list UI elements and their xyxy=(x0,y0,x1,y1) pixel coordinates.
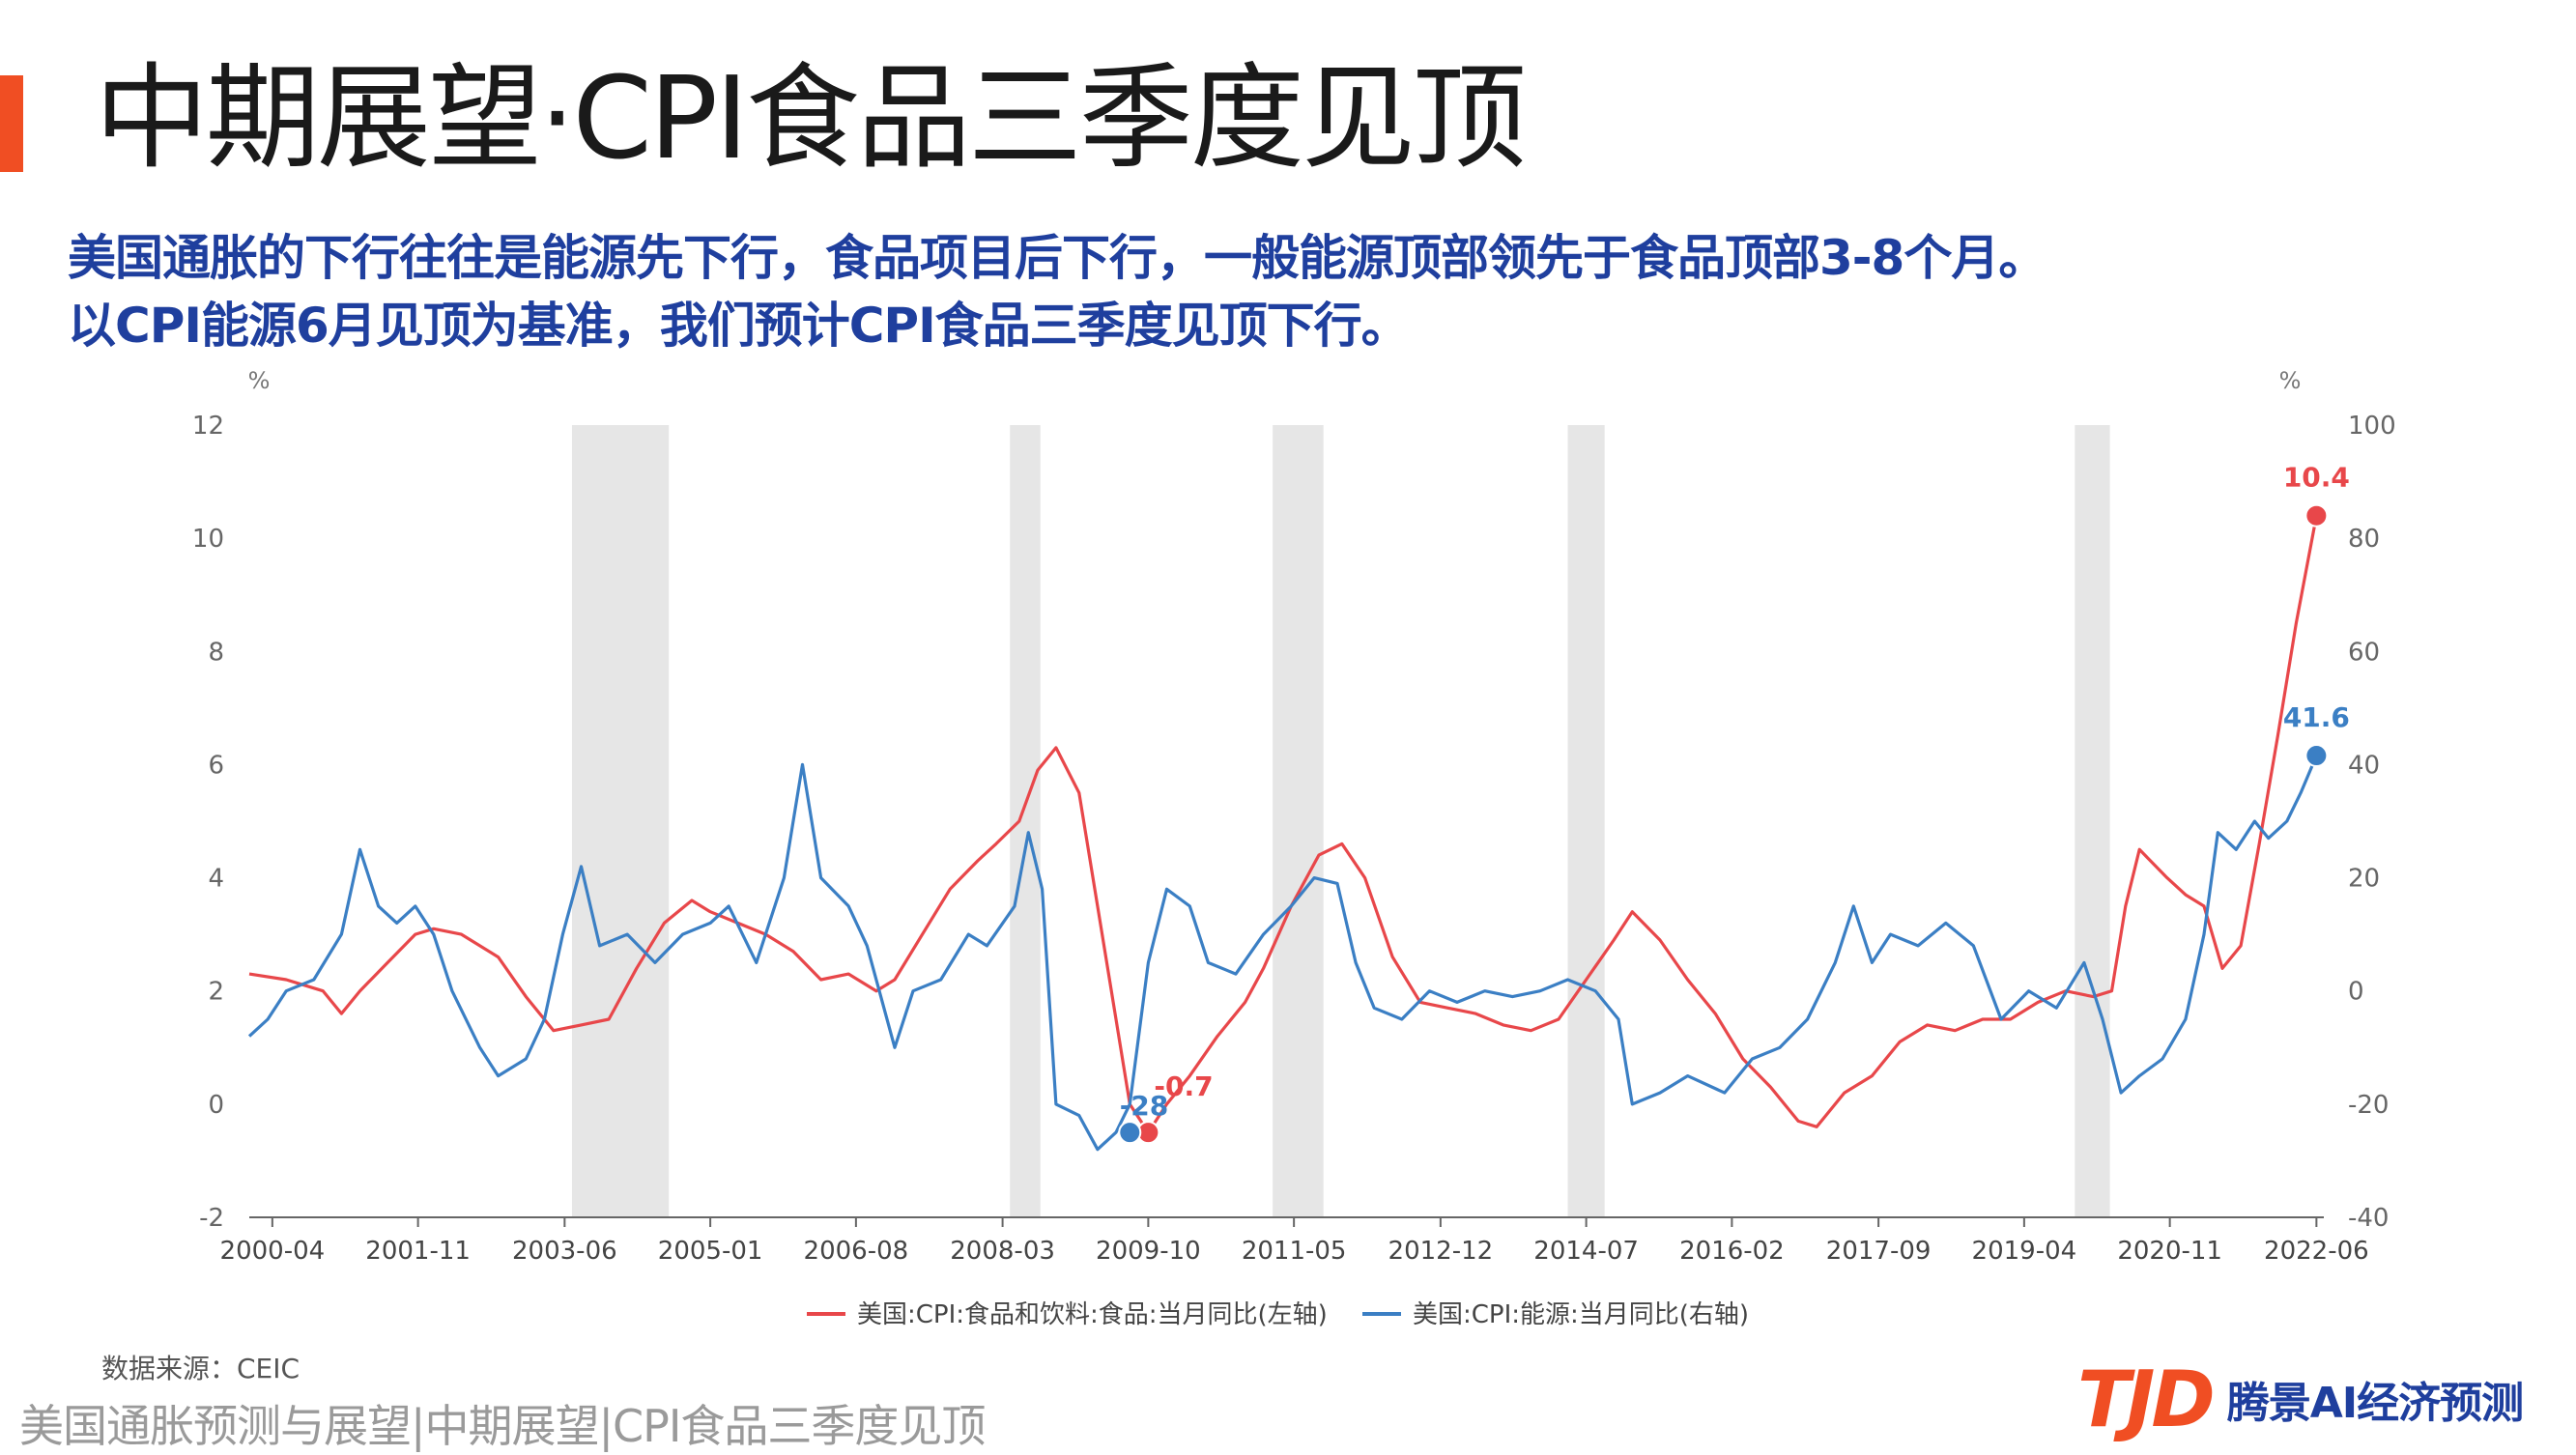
x-axis-tick-label: 2012-12 xyxy=(1388,1237,1494,1266)
right-axis-unit: % xyxy=(2279,367,2302,394)
left-axis-tick-label: 2 xyxy=(208,978,224,1007)
left-axis-tick-label: 6 xyxy=(208,751,224,780)
legend-label: 美国:CPI:能源:当月同比(右轴) xyxy=(1413,1300,1749,1329)
subtitle-line-2: 以CPI能源6月见顶为基准，我们预计CPI食品三季度见顶下行。 xyxy=(68,298,1410,354)
x-axis-tick-label: 2019-04 xyxy=(1972,1237,2077,1266)
energy-peak-marker xyxy=(1118,1121,1142,1145)
footer-breadcrumb: 美国通胀预测与展望|中期展望|CPI食品三季度见顶 xyxy=(19,1400,986,1452)
data-source: 数据来源：CEIC xyxy=(101,1353,301,1384)
x-axis-tick-label: 2022-06 xyxy=(2264,1237,2369,1266)
right-axis-tick-label: 0 xyxy=(2348,978,2364,1007)
left-axis-unit: % xyxy=(248,367,271,394)
subtitle: 美国通胀的下行往往是能源先下行，食品项目后下行，一般能源顶部领先于食品顶部3-8… xyxy=(68,224,2046,359)
x-axis-tick-label: 2003-06 xyxy=(512,1237,617,1266)
x-axis-tick-label: 2014-07 xyxy=(1533,1237,1639,1266)
x-axis-tick-label: 2001-11 xyxy=(365,1237,471,1266)
data-label: 41.6 xyxy=(2283,701,2350,733)
right-axis-tick-label: -40 xyxy=(2348,1204,2389,1233)
recession-band xyxy=(1010,425,1041,1217)
food-peak-marker xyxy=(2304,503,2329,528)
right-axis-tick-label: 80 xyxy=(2348,525,2380,554)
energy-cpi-line xyxy=(247,755,2318,1152)
subtitle-line-1: 美国通胀的下行往往是能源先下行，食品项目后下行，一般能源顶部领先于食品顶部3-8… xyxy=(68,230,2046,286)
page-title: 中期展望·CPI食品三季度见顶 xyxy=(95,51,1527,185)
recession-band xyxy=(571,425,670,1217)
right-axis-tick-label: 40 xyxy=(2348,751,2380,780)
logo-text: 腾景AI经济预测 xyxy=(2226,1379,2524,1428)
recession-band xyxy=(1567,425,1605,1217)
x-axis-tick-label: 2016-02 xyxy=(1679,1237,1785,1266)
company-logo: TJD 腾景AI经济预测 xyxy=(2077,1355,2524,1444)
x-axis-tick-label: 2009-10 xyxy=(1096,1237,1201,1266)
energy-peak-marker xyxy=(2304,744,2329,768)
right-axis-tick-label: 60 xyxy=(2348,638,2380,667)
x-axis-tick-label: 2020-11 xyxy=(2117,1237,2222,1266)
recession-band xyxy=(2075,425,2110,1217)
title-accent-bar xyxy=(0,75,23,172)
data-label: -28 xyxy=(1120,1090,1169,1122)
left-axis-tick-label: 10 xyxy=(192,525,224,554)
right-axis-tick-label: 20 xyxy=(2348,865,2380,894)
x-axis-tick-label: 2006-08 xyxy=(804,1237,909,1266)
x-axis-tick-label: 2011-05 xyxy=(1242,1237,1347,1266)
left-axis-tick-label: -2 xyxy=(199,1204,224,1233)
right-axis-tick-label: -20 xyxy=(2348,1091,2389,1120)
x-axis-tick-label: 2017-09 xyxy=(1826,1237,1932,1266)
logo-mark: TJD xyxy=(2077,1354,2216,1444)
right-axis-tick-label: 100 xyxy=(2348,412,2396,441)
x-axis-tick-label: 2005-01 xyxy=(658,1237,763,1266)
x-axis-tick-label: 2008-03 xyxy=(950,1237,1055,1266)
data-label: 10.4 xyxy=(2283,462,2350,494)
left-axis-tick-label: 8 xyxy=(208,638,224,667)
left-axis-tick-label: 4 xyxy=(208,865,224,894)
left-axis-tick-label: 12 xyxy=(192,412,224,441)
recession-band xyxy=(1273,425,1324,1217)
data-label: -0.7 xyxy=(1154,1070,1213,1102)
x-axis-tick-label: 2000-04 xyxy=(220,1237,326,1266)
left-axis-tick-label: 0 xyxy=(208,1091,224,1120)
legend-label: 美国:CPI:食品和饮料:食品:当月同比(左轴) xyxy=(857,1300,1328,1329)
